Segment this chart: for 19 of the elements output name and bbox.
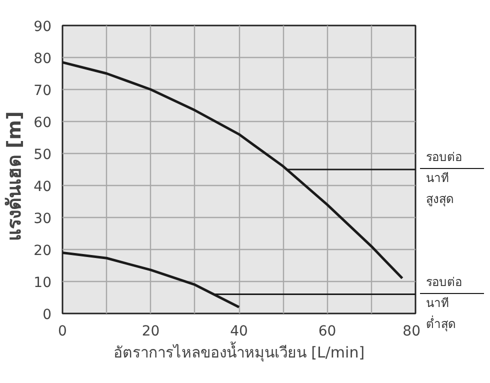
y-tick-label: 50	[34, 147, 52, 163]
x-axis-title: อัตราการไหลของน้ำหมุนเวียน [L/min]	[113, 342, 365, 362]
y-tick-label: 70	[34, 83, 52, 99]
x-tick-label: 40	[230, 324, 248, 340]
y-tick-label: 20	[34, 243, 52, 259]
x-tick-label: 60	[318, 324, 336, 340]
annotation: รอบต่อ นาที ต่ำสุด	[426, 274, 462, 334]
y-axis-title: แรงดันเฮด [m]	[4, 111, 26, 242]
y-tick-label: 30	[34, 211, 52, 227]
y-tick-label: 10	[34, 275, 52, 291]
x-tick-label: 80	[402, 324, 421, 340]
y-tick-label: 80	[34, 51, 52, 67]
x-tick-label: 0	[58, 324, 67, 340]
x-tick-label: 20	[142, 324, 160, 340]
y-tick-label: 60	[34, 115, 52, 131]
annotation: รอบต่อ นาที สูงสุด	[426, 149, 462, 208]
y-tick-label: 40	[34, 179, 52, 195]
y-tick-label: 0	[42, 307, 52, 323]
y-tick-label: 90	[34, 19, 52, 35]
